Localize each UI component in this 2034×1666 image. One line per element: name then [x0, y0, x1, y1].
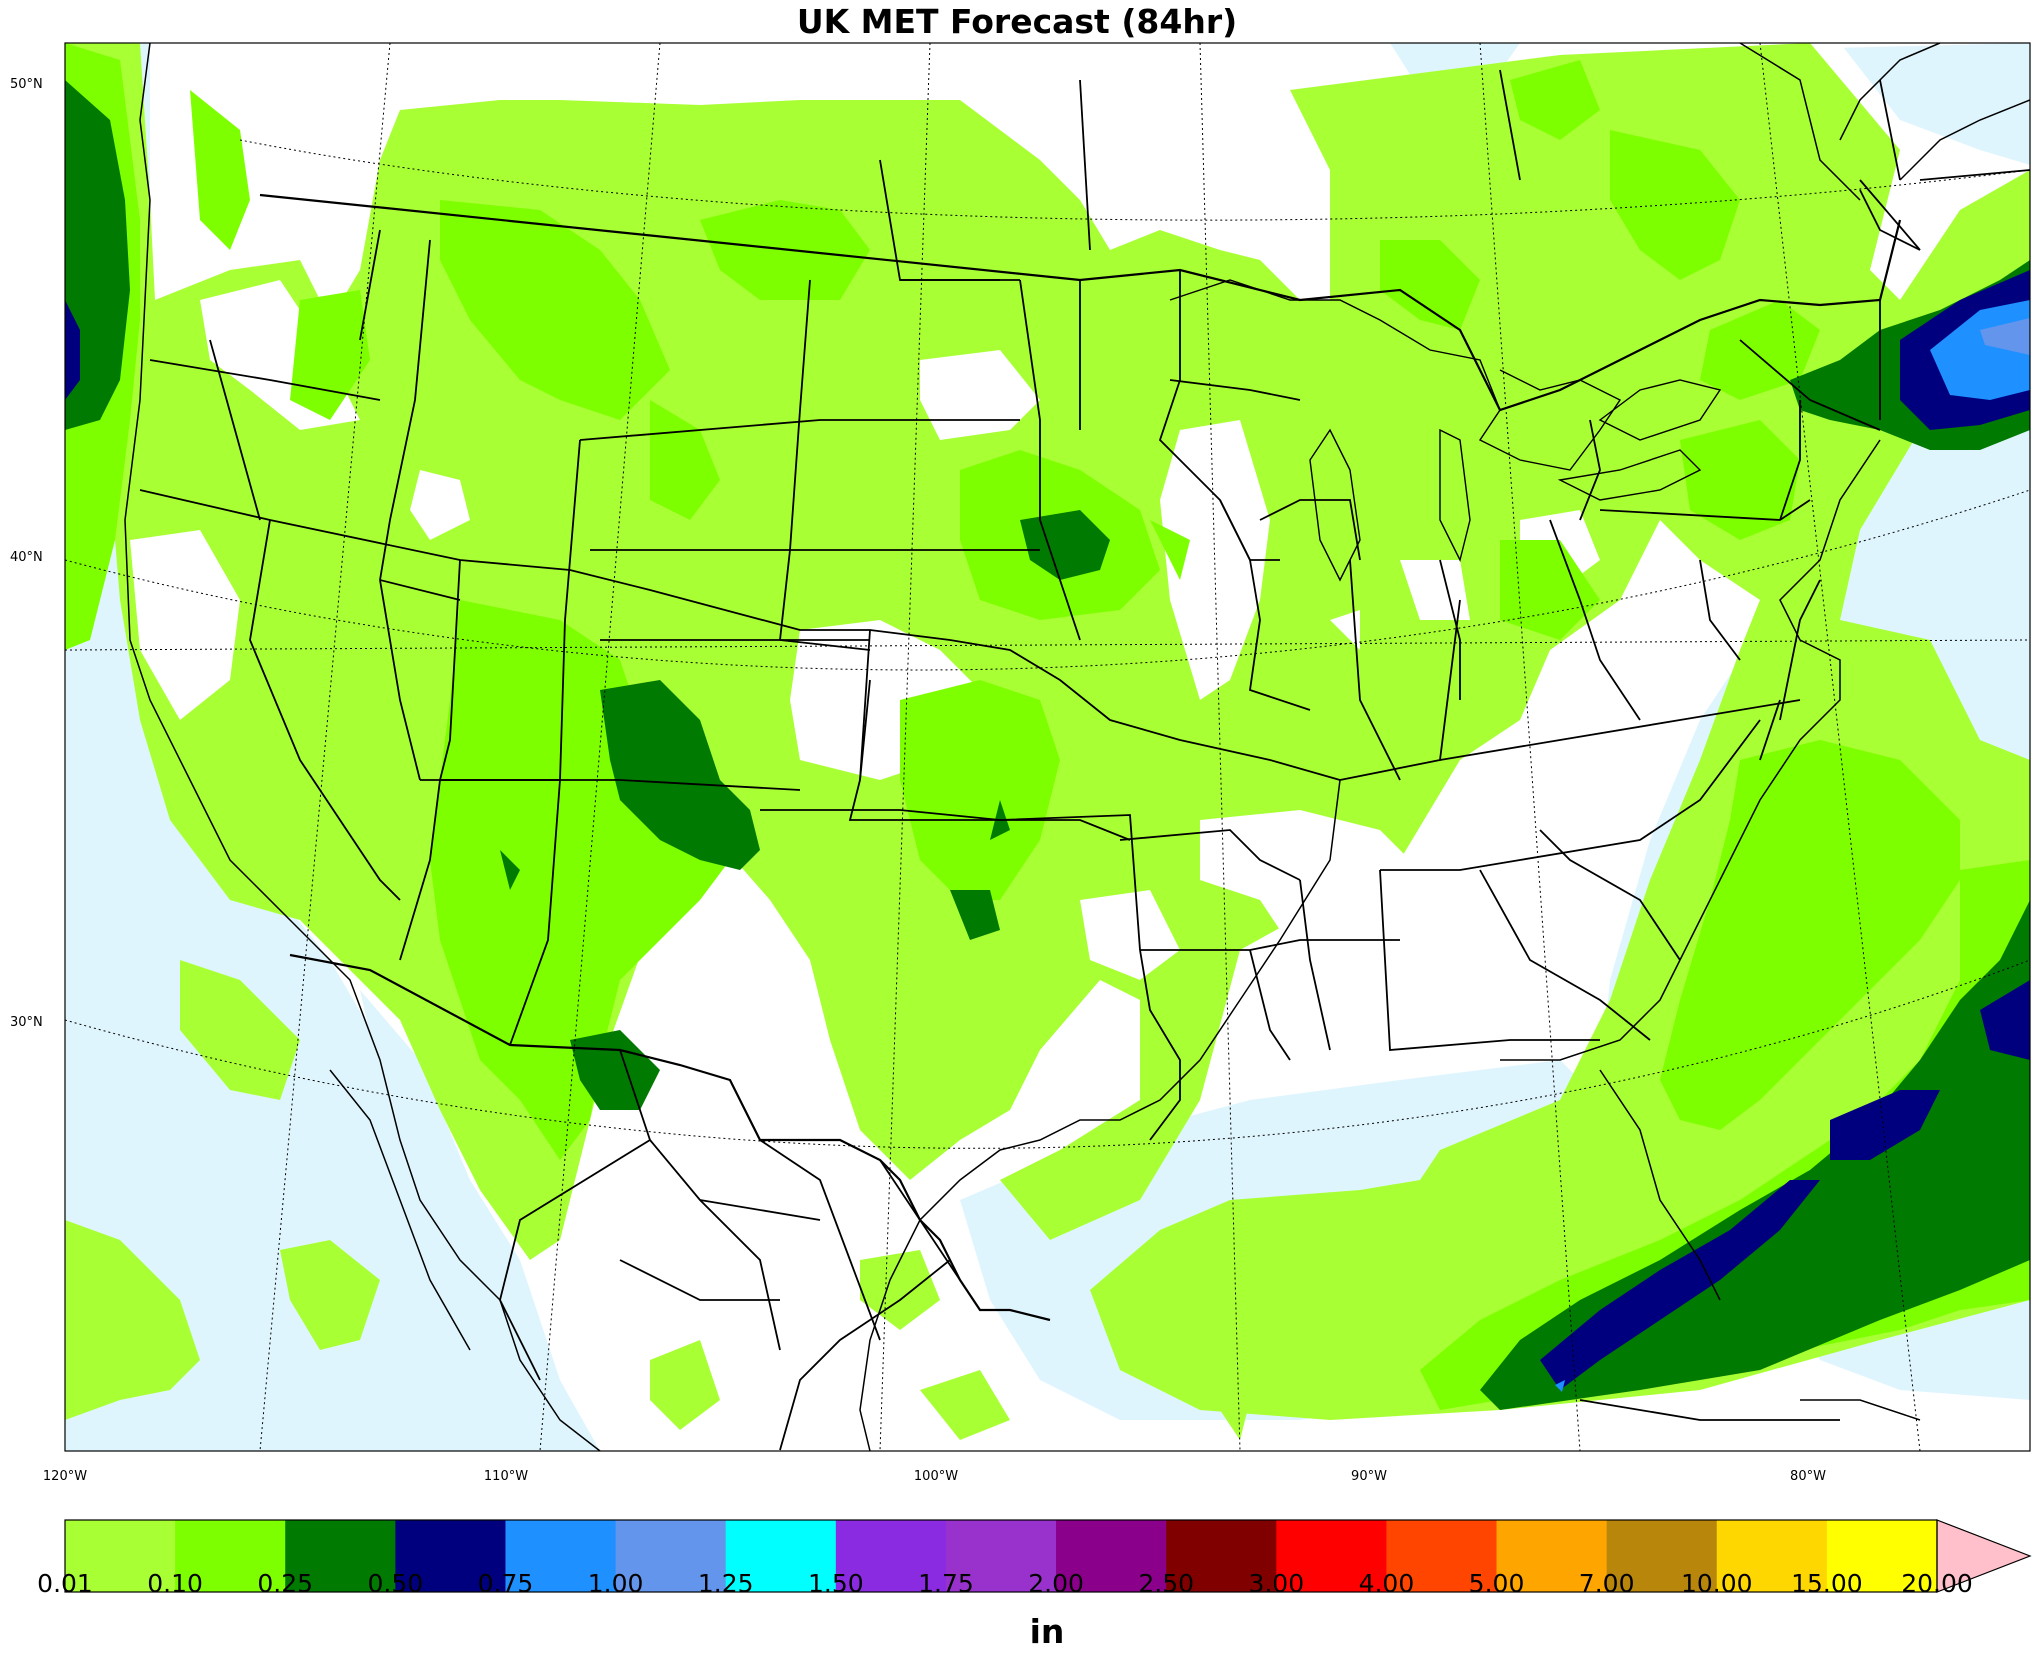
colorbar-tick-label: 0.75 [478, 1569, 534, 1598]
colorbar-tick-label: 2.00 [1028, 1569, 1084, 1598]
colorbar-tick-label: 0.10 [147, 1569, 203, 1598]
colorbar-tick-label: 20.00 [1901, 1569, 1973, 1598]
colorbar-tick-label: 1.25 [698, 1569, 754, 1598]
colorbar-tick-label: 5.00 [1469, 1569, 1525, 1598]
colorbar-tick-label: 1.75 [918, 1569, 974, 1598]
colorbar-tick-label: 7.00 [1579, 1569, 1635, 1598]
colorbar-tick-label: 15.00 [1791, 1569, 1863, 1598]
colorbar-unit-label: in [1030, 1612, 1065, 1651]
colorbar-tick-label: 10.00 [1681, 1569, 1753, 1598]
colorbar-tick-label: 0.25 [257, 1569, 313, 1598]
colorbar-tick-label: 0.50 [368, 1569, 424, 1598]
colorbar-tick-label: 1.00 [588, 1569, 644, 1598]
colorbar-tick-label: 4.00 [1359, 1569, 1415, 1598]
colorbar-tick-label: 3.00 [1248, 1569, 1304, 1598]
colorbar-tick-label: 1.50 [808, 1569, 864, 1598]
colorbar-tick-label: 0.01 [37, 1569, 93, 1598]
colorbar-tick-label: 2.50 [1138, 1569, 1194, 1598]
